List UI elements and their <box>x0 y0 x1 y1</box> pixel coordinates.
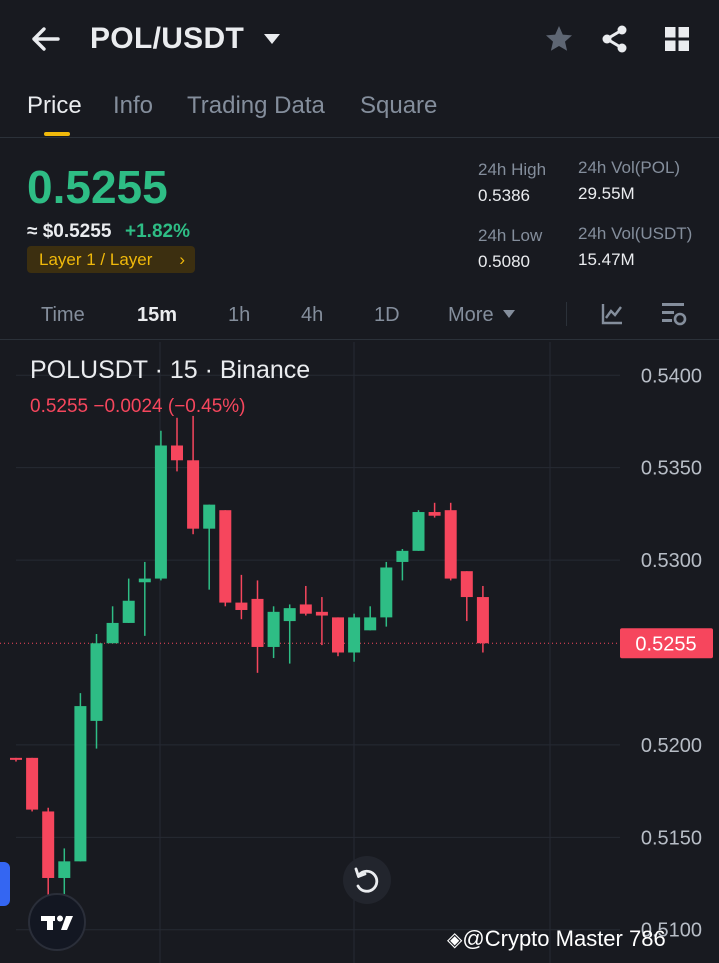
interval-bar: Time 15m 1h 4h 1D More <box>0 290 719 340</box>
candle-body <box>74 706 87 862</box>
tab-trading-data[interactable]: Trading Data <box>187 92 325 119</box>
candle-body <box>58 861 71 878</box>
y-tick-label: 0.5200 <box>641 735 702 757</box>
share-icon[interactable] <box>600 24 630 54</box>
candle-body <box>364 617 377 631</box>
caret-down-icon <box>503 310 516 318</box>
candle-body <box>380 567 393 618</box>
last-price: 0.5255 <box>27 161 168 213</box>
candle-body <box>315 611 328 616</box>
active-tab-indicator <box>44 132 70 136</box>
interval-15m[interactable]: 15m <box>137 304 178 326</box>
chart-ohlc-line: 0.5255 −0.0024 (−0.45%) <box>30 396 246 417</box>
interval-time[interactable]: Time <box>41 304 85 326</box>
y-tick-label: 0.5150 <box>641 827 702 849</box>
price-change-percent: +1.82% <box>125 221 190 242</box>
indicator-icon[interactable] <box>600 302 624 326</box>
candle-body <box>122 600 135 623</box>
category-tag-label: Layer 1 / Layer <box>39 250 153 269</box>
candle-body <box>106 622 119 644</box>
candle-body <box>187 460 200 529</box>
candle-body <box>203 504 216 529</box>
chart-canvas[interactable]: 0.5400 0.5350 0.5300 0.5200 0.5150 0.5100 0.52… <box>0 342 719 963</box>
candle-body <box>42 811 55 878</box>
low-label: 24h Low <box>478 226 543 245</box>
reset-chart-button[interactable] <box>343 856 391 904</box>
candle-body <box>283 608 296 622</box>
candle-body <box>412 512 425 551</box>
last-price-badge <box>620 628 713 659</box>
y-tick-label: 0.5400 <box>641 365 702 387</box>
y-tick-label: 0.5100 <box>641 920 702 942</box>
candle-body <box>10 757 22 760</box>
y-tick-label: 0.5300 <box>641 550 702 572</box>
refresh-icon <box>354 867 379 893</box>
divider <box>566 302 567 326</box>
interval-4h[interactable]: 4h <box>301 304 324 326</box>
candle-body <box>171 445 183 461</box>
candle-body <box>26 757 39 810</box>
high-label: 24h High <box>478 160 547 179</box>
vol-base-value: 29.55M <box>578 184 635 203</box>
chart-settings-icon[interactable] <box>660 300 688 328</box>
candle-body <box>251 598 264 647</box>
interval-1h[interactable]: 1h <box>228 304 251 326</box>
tab-info[interactable]: Info <box>113 92 154 119</box>
candle-body <box>428 512 441 516</box>
candle-body <box>235 602 248 610</box>
y-tick-label: 0.5350 <box>641 458 702 480</box>
vol-quote-label: 24h Vol(USDT) <box>578 224 693 243</box>
vol-quote-value: 15.47M <box>578 250 635 269</box>
tradingview-icon <box>41 915 73 930</box>
chevron-right-icon: › <box>179 250 185 269</box>
category-tag[interactable]: Layer 1 / Layer › <box>27 246 195 273</box>
last-price-label: 0.5255 <box>635 633 696 655</box>
candle-body <box>267 611 280 647</box>
chart-title: POLUSDT · 15 · Binance <box>30 356 311 384</box>
interval-more[interactable]: More <box>448 304 516 327</box>
main-tabs: Price Info Trading Data Square <box>0 86 719 138</box>
candle-body <box>154 445 167 579</box>
back-arrow-icon[interactable] <box>28 22 62 56</box>
candle-body <box>299 604 312 614</box>
low-value: 0.5080 <box>478 252 530 271</box>
interval-1d[interactable]: 1D <box>374 304 400 326</box>
candle-body <box>90 643 103 721</box>
star-icon[interactable] <box>544 24 574 54</box>
tab-square[interactable]: Square <box>360 92 438 119</box>
candlestick-chart[interactable]: 0.5400 0.5350 0.5300 0.5200 0.5150 0.5100 0.52… <box>0 342 719 963</box>
candle-body <box>348 617 361 653</box>
tab-price[interactable]: Price <box>27 92 82 119</box>
candle-body <box>219 510 232 603</box>
caret-down-icon[interactable] <box>263 33 281 45</box>
candle-body <box>138 578 151 583</box>
watermark-text: @Crypto Master 786 <box>462 926 666 951</box>
top-bar: POL/USDT <box>0 0 719 80</box>
high-value: 0.5386 <box>478 186 530 205</box>
candle-body <box>476 597 489 644</box>
candle-body <box>460 571 473 598</box>
vol-base-label: 24h Vol(POL) <box>578 158 681 177</box>
candle-body <box>444 510 457 579</box>
watermark: ◈@Crypto Master 786 <box>447 926 666 952</box>
usd-price: ≈ $0.5255 <box>27 221 112 242</box>
grid-icon[interactable] <box>662 24 692 54</box>
binance-logo-icon: ◈ <box>447 929 463 951</box>
side-drawer-handle[interactable] <box>0 862 10 906</box>
tradingview-logo[interactable] <box>28 893 86 951</box>
interval-more-label: More <box>448 304 494 326</box>
pair-title[interactable]: POL/USDT <box>90 22 245 55</box>
candle-body <box>332 617 344 653</box>
candle-body <box>396 550 409 562</box>
